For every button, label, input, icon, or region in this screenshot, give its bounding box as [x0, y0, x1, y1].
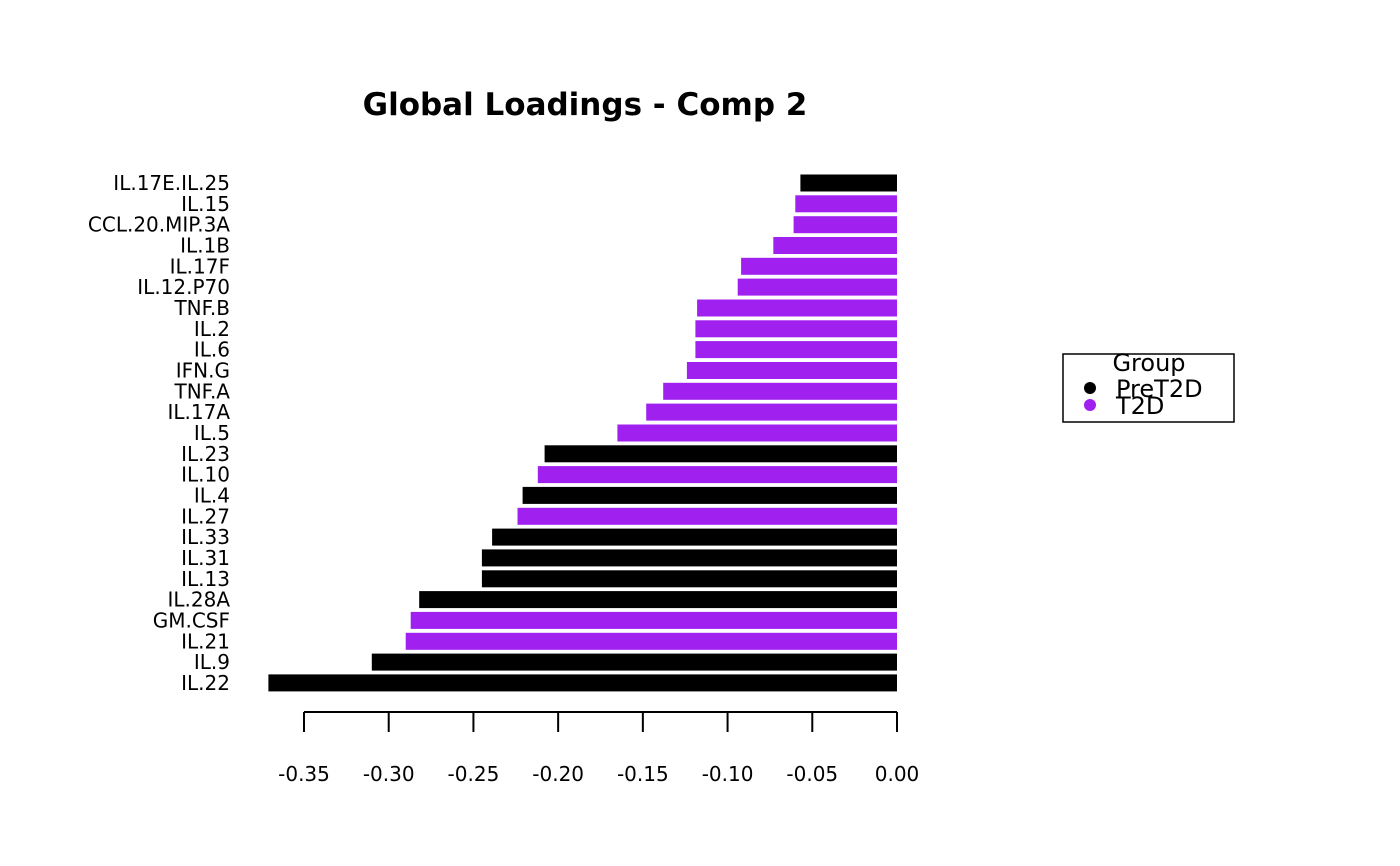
category-label-tnf-b: TNF.B: [173, 296, 230, 320]
x-axis: -0.35 -0.30 -0.25 -0.20 -0.15 -0.10 -0.05 0.00: [278, 711, 920, 786]
x-tick-label: -0.10: [702, 762, 754, 786]
category-label-il-28a: IL.28A: [167, 588, 230, 612]
category-label-il-13: IL.13: [181, 567, 230, 591]
legend-label-t2d: T2D: [1115, 392, 1164, 420]
category-label-il-4: IL.4: [194, 483, 230, 507]
category-label-ccl-20-mip-3a: CCL.20.MIP.3A: [88, 213, 230, 237]
x-tick-label: -0.15: [617, 762, 669, 786]
category-label-il-15: IL.15: [181, 192, 230, 216]
category-label-il-6: IL.6: [194, 338, 230, 362]
category-label-il-5: IL.5: [194, 421, 230, 445]
x-tick-label: -0.05: [786, 762, 838, 786]
category-label-il-17e-il-25: IL.17E.IL.25: [113, 171, 230, 195]
category-label-il-10: IL.10: [181, 463, 230, 487]
bar-group: [268, 174, 897, 692]
bar-il-9: [371, 653, 897, 671]
bar-il-33: [492, 528, 897, 546]
category-label-tnf-a: TNF.A: [173, 379, 230, 403]
bar-il-10: [537, 466, 897, 484]
bar-ccl-20-mip-3a: [793, 216, 897, 234]
bar-il-23: [544, 445, 897, 463]
legend: Group PreT2D T2D: [1062, 349, 1235, 423]
bar-il-21: [405, 632, 897, 650]
category-label-il-17f: IL.17F: [170, 254, 230, 278]
bar-il-5: [617, 424, 897, 442]
category-label-il-27: IL.27: [181, 504, 230, 528]
x-tick-label: -0.30: [363, 762, 415, 786]
bar-il-1b: [773, 237, 897, 254]
category-label-il-17a: IL.17A: [167, 400, 230, 424]
category-label-ifn-g: IFN.G: [176, 359, 230, 383]
bar-gm-csf: [410, 611, 897, 629]
category-label-il-9: IL.9: [194, 650, 230, 674]
bar-il-17e-il-25: [800, 174, 897, 192]
legend-marker-pret2d: [1084, 382, 1096, 394]
x-tick-label: -0.20: [532, 762, 584, 786]
x-tick-label: -0.25: [448, 762, 500, 786]
category-label-il-21: IL.21: [181, 629, 230, 653]
category-labels: IL.17E.IL.25IL.15CCL.20.MIP.3AIL.1BIL.17…: [88, 171, 230, 695]
bar-il-17a: [646, 403, 897, 421]
bar-il-15: [795, 195, 897, 213]
legend-title: Group: [1112, 349, 1185, 377]
category-label-il-1b: IL.1B: [180, 234, 230, 258]
category-label-il-22: IL.22: [181, 671, 230, 695]
chart-title: Global Loadings - Comp 2: [363, 87, 808, 123]
legend-label-pret2d: PreT2D: [1116, 375, 1203, 403]
bar-tnf-b: [697, 299, 897, 317]
category-label-il-33: IL.33: [181, 525, 230, 549]
bar-il-2: [695, 320, 897, 338]
bar-il-28a: [419, 591, 897, 609]
legend-marker-t2d: [1084, 399, 1096, 411]
x-tick-label: 0.00: [875, 762, 920, 786]
category-label-il-2: IL.2: [194, 317, 230, 341]
bar-il-6: [695, 341, 897, 359]
category-label-il-12-p70: IL.12.P70: [137, 275, 230, 299]
category-label-il-23: IL.23: [181, 442, 230, 466]
bar-il-27: [517, 507, 897, 525]
bar-tnf-a: [663, 382, 897, 400]
bar-il-4: [522, 486, 897, 504]
bar-il-31: [481, 549, 897, 567]
category-label-il-31: IL.31: [181, 546, 230, 570]
bar-il-12-p70: [737, 278, 897, 296]
category-label-gm-csf: GM.CSF: [153, 608, 230, 632]
bar-il-17f: [741, 257, 897, 275]
bar-il-22: [268, 674, 897, 692]
x-tick-label: -0.35: [278, 762, 330, 786]
bar-il-13: [481, 570, 897, 588]
bar-ifn-g: [686, 362, 897, 379]
